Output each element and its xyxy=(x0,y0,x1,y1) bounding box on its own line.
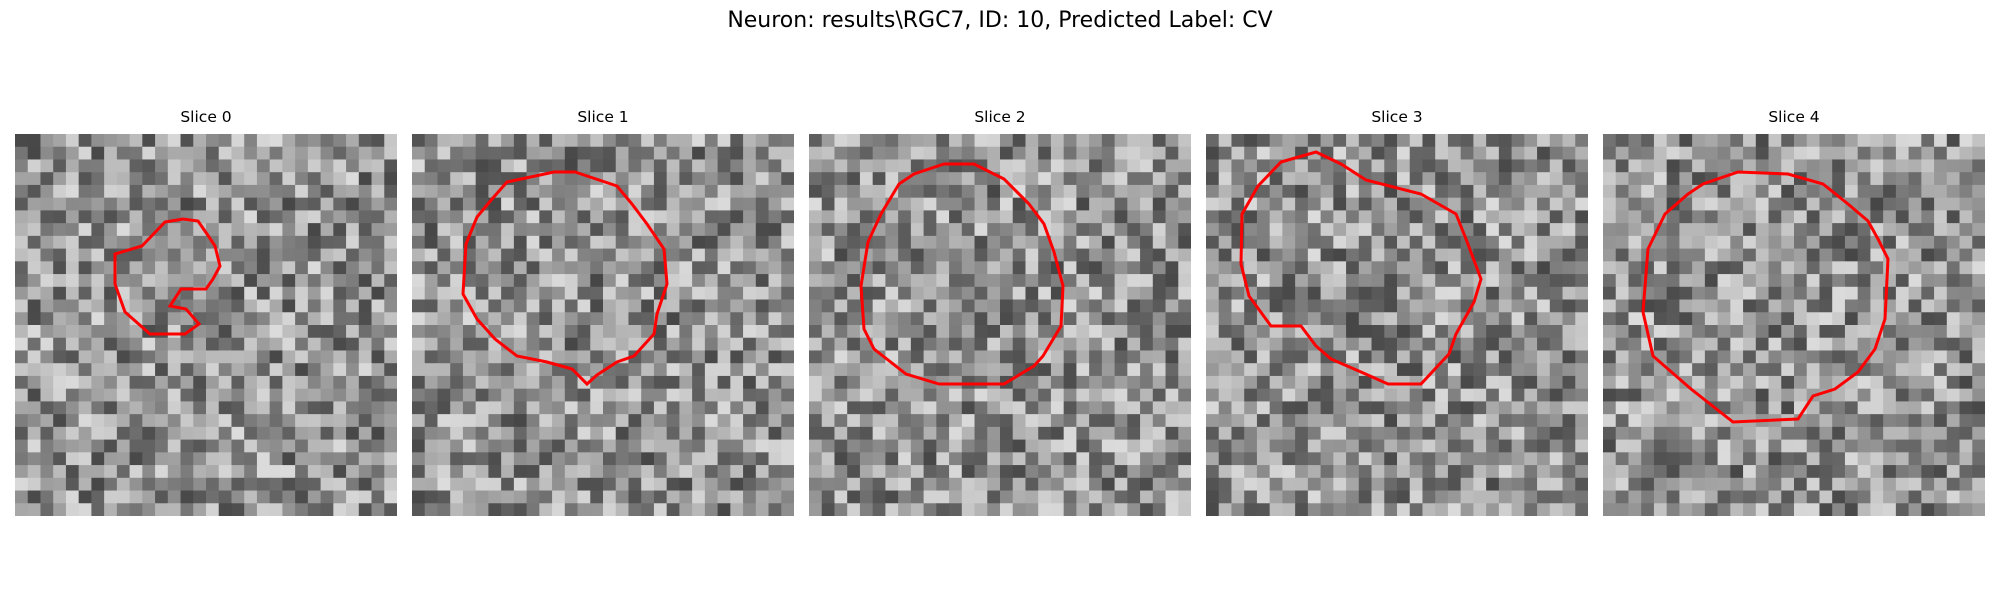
slice-title: Slice 2 xyxy=(809,108,1191,126)
slice-image-1 xyxy=(412,134,794,516)
slice-image-0 xyxy=(15,134,397,516)
slice-title: Slice 0 xyxy=(15,108,397,126)
slice-image-3 xyxy=(1206,134,1588,516)
slice-title: Slice 3 xyxy=(1206,108,1588,126)
slice-image-2 xyxy=(809,134,1191,516)
slice-title: Slice 1 xyxy=(412,108,794,126)
slice-image-4 xyxy=(1603,134,1985,516)
figure-title: Neuron: results\RGC7, ID: 10, Predicted … xyxy=(0,8,2000,33)
slice-title: Slice 4 xyxy=(1603,108,1985,126)
